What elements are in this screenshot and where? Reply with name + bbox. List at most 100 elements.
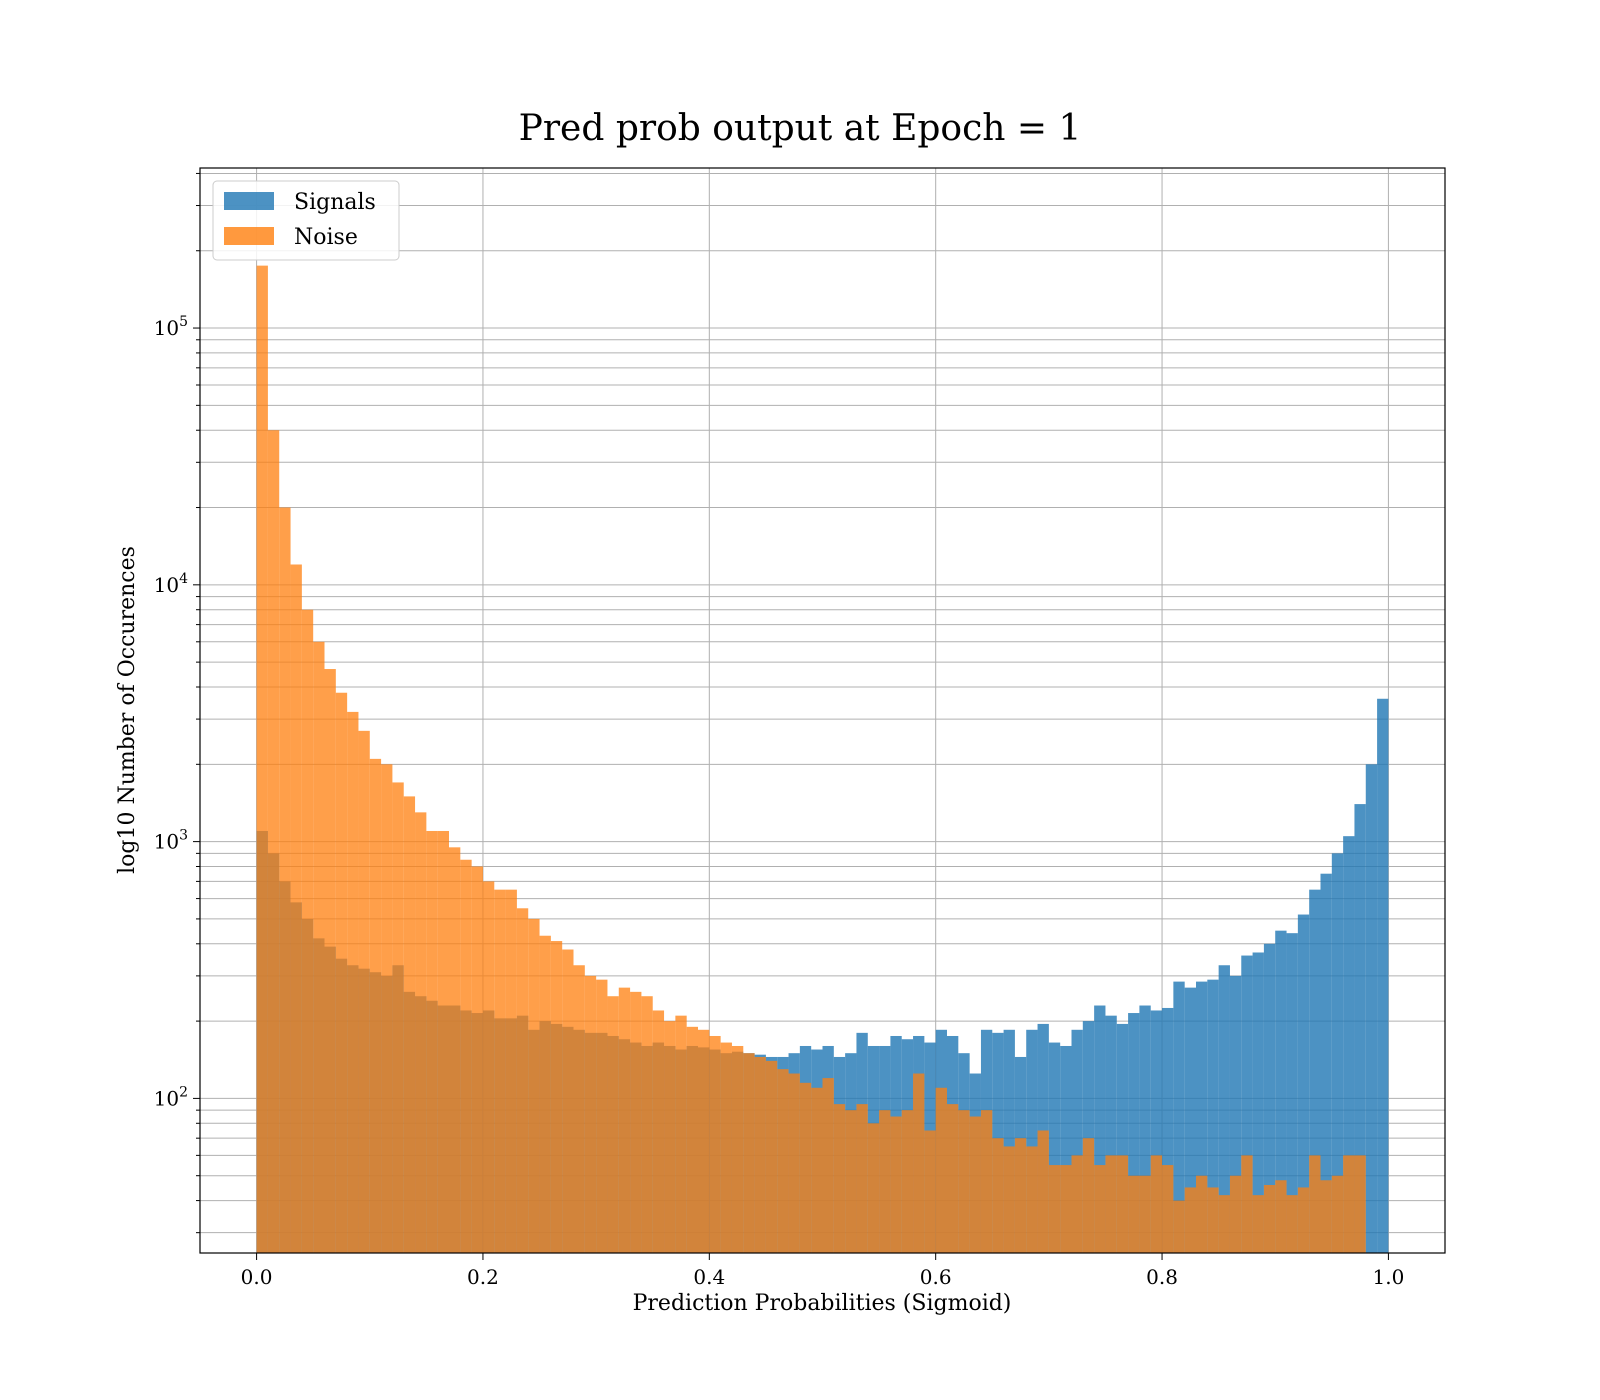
bar-noise [788,1073,800,1253]
bar-noise [562,949,574,1253]
bar-noise [573,965,585,1253]
x-tick-label: 0.8 [1146,1265,1178,1289]
bar-signals [1094,1005,1106,1253]
bar-noise [607,996,619,1253]
bar-noise [381,764,393,1253]
bar-signals [1297,914,1310,1253]
y-axis-label: log10 Number of Occurences [115,546,140,874]
bar-noise [675,1015,687,1253]
x-tick-label: 0.6 [920,1265,952,1289]
bar-noise [1252,1195,1264,1253]
bar-noise [879,1110,891,1253]
bar-signals [1218,965,1230,1253]
bar-noise [426,830,438,1253]
bar-noise [686,1026,698,1253]
bar-noise [584,975,597,1253]
bar-noise [279,507,291,1253]
bar-signals [1048,1042,1061,1253]
bar-noise [1207,1187,1219,1253]
bar-signals [1128,1013,1140,1253]
bar-signals [1229,975,1242,1253]
bar-noise [1048,1165,1061,1253]
bar-noise [516,908,529,1253]
bar-noise [1060,1165,1072,1253]
bar-noise [539,935,551,1253]
bar-noise [267,430,280,1253]
legend: Signals Noise [212,180,400,261]
bar-signals [1105,1015,1117,1253]
bar-noise [924,1130,936,1253]
x-axis-ticks: 0.0 0.2 0.4 0.6 0.8 1.0 [241,1253,1405,1289]
bar-signals [1207,979,1219,1253]
bar-signals [1343,836,1355,1253]
bar-noise [1173,1200,1185,1253]
bar-noise [1263,1184,1276,1253]
bar-noise [641,996,653,1253]
bar-noise [1150,1155,1163,1253]
bar-noise [256,265,268,1253]
x-tick-label: 0.4 [693,1265,725,1289]
bar-signals [1263,943,1276,1253]
x-axis-label: Prediction Probabilities (Sigmoid) [633,1291,1012,1316]
y-tick-label: 104 [154,571,188,597]
series-noise [256,265,1366,1253]
bar-signals [1060,1045,1072,1253]
bar-signals [1331,853,1344,1253]
bar-signals [1173,981,1185,1253]
bar-signals [1354,804,1366,1253]
bar-noise [1116,1155,1129,1253]
bar-noise [913,1073,925,1253]
bar-signals [1365,764,1378,1253]
bar-noise [652,1010,665,1253]
bar-noise [1026,1146,1038,1253]
bar-noise [958,1110,970,1253]
bar-noise [833,1104,846,1253]
bar-noise [1241,1155,1253,1253]
bar-signals [1116,1023,1129,1253]
bar-noise [1286,1195,1298,1253]
bar-noise [1309,1155,1321,1253]
bar-signals [1309,889,1321,1253]
bar-noise [358,730,370,1253]
x-tick-label: 0.0 [241,1265,273,1289]
bar-signals [1320,873,1332,1253]
bar-noise [731,1045,744,1253]
bar-noise [720,1042,732,1253]
bar-signals [1082,1021,1095,1253]
bar-noise [754,1056,766,1253]
bar-noise [471,866,483,1253]
bar-noise [811,1087,823,1253]
x-tick-label: 1.0 [1373,1265,1405,1289]
bar-noise [709,1035,721,1253]
legend-swatch-noise [224,227,274,245]
bar-noise [482,881,495,1253]
bar-noise [1105,1155,1117,1253]
y-tick-label: 102 [154,1084,188,1110]
bar-noise [1343,1155,1355,1253]
bar-noise [1331,1175,1344,1253]
bar-noise [369,758,382,1253]
bar-noise [890,1116,902,1253]
bar-noise [1128,1175,1140,1253]
bar-noise [1014,1138,1027,1253]
bar-noise [1082,1138,1095,1253]
bar-noise [1037,1130,1049,1253]
bar-noise [1071,1155,1083,1253]
legend-label-signals: Signals [294,190,376,215]
bar-noise [1184,1187,1196,1253]
bar-noise [867,1123,880,1253]
bar-noise [1354,1155,1366,1253]
bar-noise [505,889,517,1253]
bar-noise [437,830,449,1253]
bar-signals [1286,933,1298,1253]
y-axis-ticks: 102 103 104 105 [154,172,200,1234]
bar-noise [992,1138,1004,1253]
bar-signals [1139,1005,1151,1253]
bar-noise [1162,1165,1174,1253]
bar-noise [935,1087,947,1253]
bar-noise [698,1029,710,1253]
bar-noise [777,1069,789,1253]
bar-noise [415,812,427,1253]
bar-signals [1241,955,1253,1253]
bar-noise [1275,1180,1287,1253]
